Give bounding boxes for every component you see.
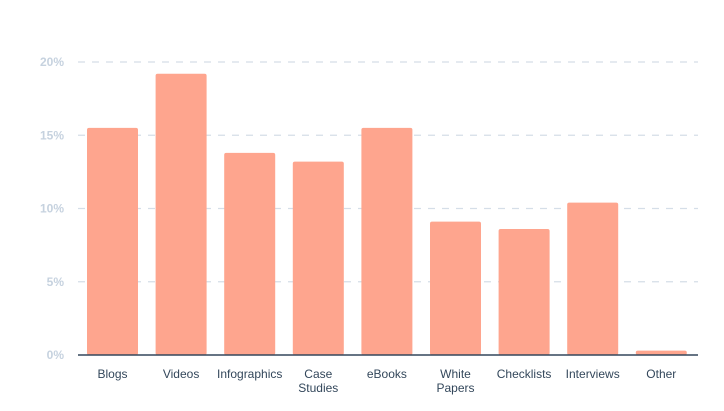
x-tick-label: Checklists <box>497 367 552 381</box>
bar-case-studies <box>292 161 344 355</box>
y-axis-ticks: 0% 5% 10% 15% 20% <box>40 55 64 362</box>
x-axis-labels: Blogs Videos Infographics Case Studies eBooks… <box>97 367 676 395</box>
bar-interviews <box>567 202 619 355</box>
x-tick-label-line: Papers <box>436 381 474 395</box>
bar-checklists <box>498 229 550 355</box>
x-tick-label-line: eBooks <box>367 367 407 381</box>
x-tick-label-line: Videos <box>163 367 199 381</box>
y-tick-label: 20% <box>40 55 64 69</box>
x-tick-label-line: White <box>440 367 471 381</box>
bar-videos <box>155 73 207 355</box>
bars <box>87 73 687 355</box>
y-tick-label: 5% <box>47 275 65 289</box>
x-tick-label: Infographics <box>217 367 282 381</box>
x-tick-label: Other <box>646 367 676 381</box>
x-tick-label: Interviews <box>566 367 620 381</box>
y-tick-label: 15% <box>40 128 64 142</box>
y-tick-label: 0% <box>47 348 65 362</box>
x-tick-label-line: Interviews <box>566 367 620 381</box>
y-tick-label: 10% <box>40 202 64 216</box>
bar-white-papers <box>430 221 481 355</box>
bar-infographics <box>224 152 276 355</box>
bar-blogs <box>87 127 138 355</box>
x-tick-label: Case Studies <box>298 367 338 395</box>
x-tick-label-line: Case <box>304 367 332 381</box>
x-tick-label-line: Infographics <box>217 367 282 381</box>
x-tick-label-line: Other <box>646 367 676 381</box>
x-tick-label-line: Checklists <box>497 367 552 381</box>
x-tick-label-line: Studies <box>298 381 338 395</box>
x-tick-label: White Papers <box>436 367 474 395</box>
x-tick-label: eBooks <box>367 367 407 381</box>
bar-ebooks <box>361 127 413 355</box>
bar-other <box>635 350 687 355</box>
x-tick-label: Blogs <box>97 367 127 381</box>
x-tick-label: Videos <box>163 367 199 381</box>
x-tick-label-line: Blogs <box>97 367 127 381</box>
